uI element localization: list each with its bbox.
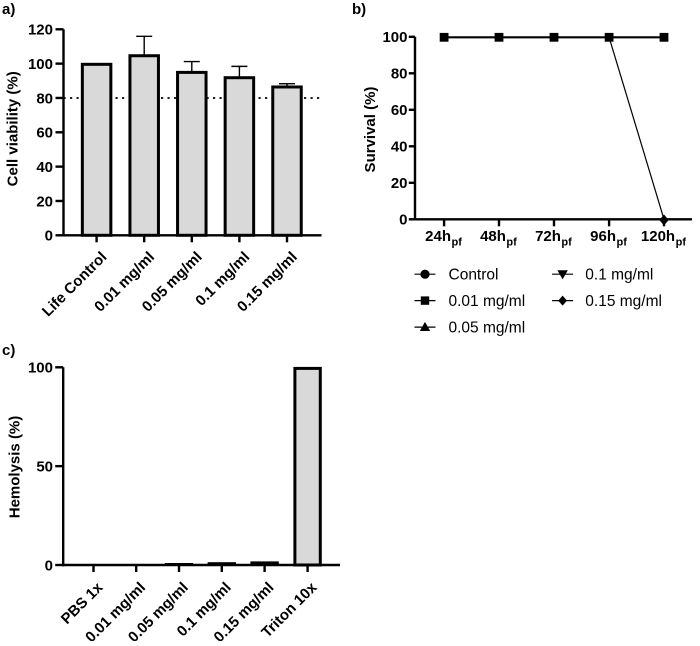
- svg-text:96h: 96h: [590, 228, 616, 245]
- svg-text:0.05 mg/ml: 0.05 mg/ml: [449, 320, 526, 337]
- svg-text:pf: pf: [452, 237, 463, 249]
- svg-text:Cell viability (%): Cell viability (%): [5, 71, 22, 186]
- svg-text:80: 80: [391, 66, 408, 83]
- svg-text:120h: 120h: [641, 228, 675, 245]
- svg-text:100: 100: [28, 56, 53, 73]
- svg-text:60: 60: [36, 125, 53, 142]
- svg-text:120: 120: [28, 22, 53, 39]
- svg-text:a): a): [2, 1, 15, 18]
- svg-text:Control: Control: [449, 267, 499, 284]
- svg-text:50: 50: [36, 459, 53, 476]
- svg-text:40: 40: [36, 159, 53, 176]
- svg-text:48h: 48h: [480, 228, 506, 245]
- svg-text:pf: pf: [561, 237, 572, 249]
- svg-text:pf: pf: [617, 237, 628, 249]
- svg-text:0.1 mg/ml: 0.1 mg/ml: [585, 267, 653, 284]
- svg-text:Survival (%): Survival (%): [362, 87, 379, 173]
- svg-text:pf: pf: [676, 237, 687, 249]
- svg-text:20: 20: [391, 175, 408, 192]
- svg-text:Hemolysis (%): Hemolysis (%): [7, 416, 24, 519]
- svg-text:24h: 24h: [425, 228, 451, 245]
- svg-text:0: 0: [45, 228, 53, 245]
- svg-text:80: 80: [36, 90, 53, 107]
- svg-text:100: 100: [28, 360, 53, 377]
- svg-text:0.01 mg/ml: 0.01 mg/ml: [449, 293, 526, 310]
- svg-text:72h: 72h: [535, 228, 561, 245]
- svg-text:100: 100: [382, 29, 407, 46]
- svg-text:0: 0: [399, 212, 407, 229]
- svg-text:c): c): [2, 342, 15, 359]
- svg-text:0: 0: [45, 557, 53, 574]
- svg-text:20: 20: [36, 193, 53, 210]
- svg-text:40: 40: [391, 139, 408, 156]
- svg-text:0.15 mg/ml: 0.15 mg/ml: [585, 293, 662, 310]
- svg-text:pf: pf: [506, 237, 517, 249]
- svg-text:60: 60: [391, 102, 408, 119]
- svg-text:b): b): [352, 1, 366, 18]
